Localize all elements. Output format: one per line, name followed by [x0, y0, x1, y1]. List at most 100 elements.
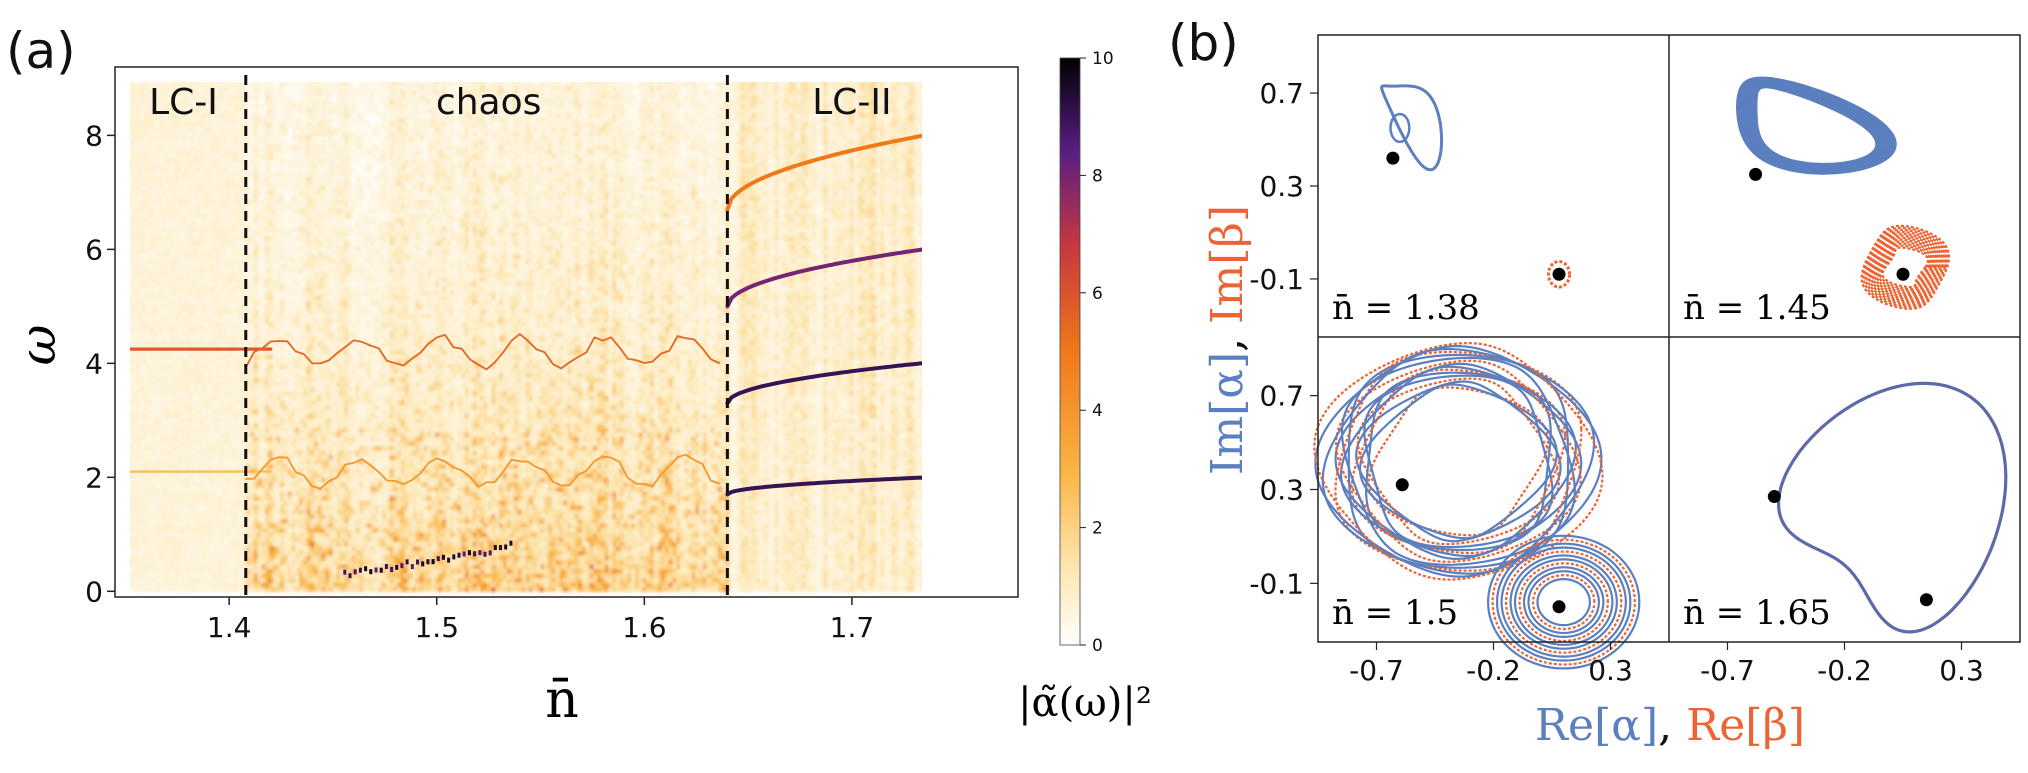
heatmap-cell	[182, 563, 187, 570]
heatmap-cell	[272, 513, 277, 519]
heatmap-cell	[234, 276, 240, 282]
heatmap-cell	[170, 181, 176, 187]
heatmap-cell	[204, 185, 209, 191]
heatmap-cell	[283, 276, 289, 282]
heatmap-cell	[223, 486, 228, 492]
heatmap-cell	[148, 308, 153, 314]
heatmap-cell	[272, 463, 277, 469]
heatmap-cell	[280, 290, 285, 296]
heatmap-cell	[223, 340, 228, 346]
heatmap-cell	[140, 527, 145, 533]
heatmap-cell	[204, 568, 209, 574]
heatmap-cell	[159, 176, 164, 182]
heatmap-cell	[208, 495, 213, 501]
heatmap-cell	[170, 258, 176, 264]
heatmap-cell	[216, 222, 221, 228]
heatmap-cell	[193, 326, 198, 333]
heatmap-cell	[151, 162, 157, 168]
heatmap-cell	[148, 554, 153, 560]
heatmap-cell	[268, 176, 274, 182]
heatmap-cell	[130, 536, 134, 542]
heatmap-cell	[200, 94, 206, 100]
heatmap-cell	[189, 377, 194, 383]
heatmap-cell	[151, 276, 157, 282]
heatmap-cell	[178, 112, 183, 118]
heatmap-cell	[234, 390, 240, 396]
heatmap-cell	[144, 317, 149, 323]
heatmap-cell	[174, 185, 179, 191]
heatmap-cell	[204, 82, 209, 86]
heatmap-cell	[159, 349, 164, 355]
heatmap-cell	[238, 513, 243, 519]
heatmap-cell	[204, 94, 209, 100]
heatmap-cell	[144, 231, 149, 237]
heatmap-cell	[140, 440, 145, 446]
heatmap-cell	[193, 181, 198, 187]
heatmap-cell	[200, 554, 206, 560]
heatmap-cell	[148, 149, 153, 155]
heatmap-cell	[178, 103, 183, 109]
heatmap-cell	[189, 440, 194, 446]
heatmap-cell	[132, 418, 138, 424]
heatmap-cell	[182, 477, 187, 483]
heatmap-cell	[276, 340, 281, 346]
heatmap-cell	[234, 586, 240, 592]
heatmap-cell	[280, 541, 285, 547]
heatmap-cell	[272, 235, 277, 241]
heatmap-cell	[166, 212, 172, 219]
heatmap-cell	[163, 130, 168, 136]
heatmap-cell	[212, 363, 217, 369]
heatmap-cell	[276, 263, 281, 269]
heatmap-cell	[216, 577, 221, 583]
heatmap-cell	[223, 317, 228, 323]
heatmap-cell	[246, 212, 251, 219]
heatmap-cell	[170, 208, 176, 214]
heatmap-cell	[182, 235, 187, 241]
heatmap-cell	[268, 231, 274, 237]
heatmap-cell	[234, 212, 240, 219]
heatmap-cell	[223, 98, 228, 105]
heatmap-cell	[227, 295, 232, 301]
heatmap-cell	[253, 509, 259, 515]
heatmap-cell	[265, 94, 270, 100]
heatmap-cell	[216, 185, 221, 191]
heatmap-cell	[246, 290, 251, 296]
heatmap-cell	[159, 244, 164, 250]
heatmap-cell	[280, 281, 285, 287]
heatmap-cell	[148, 153, 153, 159]
heatmap-cell	[208, 203, 213, 209]
heatmap-cell	[216, 313, 221, 319]
heatmap-cell	[148, 477, 153, 483]
heatmap-cell	[280, 167, 285, 173]
heatmap-cell	[200, 504, 206, 510]
heatmap-cell	[238, 240, 243, 246]
heatmap-cell	[249, 203, 255, 209]
heatmap-cell	[280, 536, 285, 542]
heatmap-cell	[223, 199, 228, 205]
heatmap-cell	[265, 199, 270, 205]
heatmap-cell	[151, 158, 157, 164]
heatmap-cell	[253, 386, 259, 392]
heatmap-cell	[197, 545, 202, 551]
heatmap-cell	[144, 422, 149, 428]
heatmap-cell	[200, 162, 206, 168]
heatmap-cell	[182, 395, 187, 401]
heatmap-cell	[234, 504, 240, 510]
heatmap-cell	[219, 509, 225, 515]
heatmap-cell	[166, 217, 172, 223]
heatmap-cell	[200, 226, 206, 232]
heatmap-cell	[261, 527, 266, 533]
heatmap-cell	[231, 459, 236, 465]
heatmap-cell	[155, 258, 160, 264]
heatmap-cell	[238, 226, 243, 232]
heatmap-cell	[280, 495, 285, 501]
heatmap-cell	[163, 477, 168, 483]
heatmap-cell	[223, 436, 228, 442]
heatmap-cell	[234, 226, 240, 232]
heatmap-cell	[200, 413, 206, 419]
heatmap-cell	[257, 130, 262, 136]
heatmap-cell	[197, 463, 202, 469]
heatmap-cell	[265, 103, 270, 109]
heatmap-cell	[185, 436, 191, 442]
heatmap-cell	[234, 445, 240, 451]
